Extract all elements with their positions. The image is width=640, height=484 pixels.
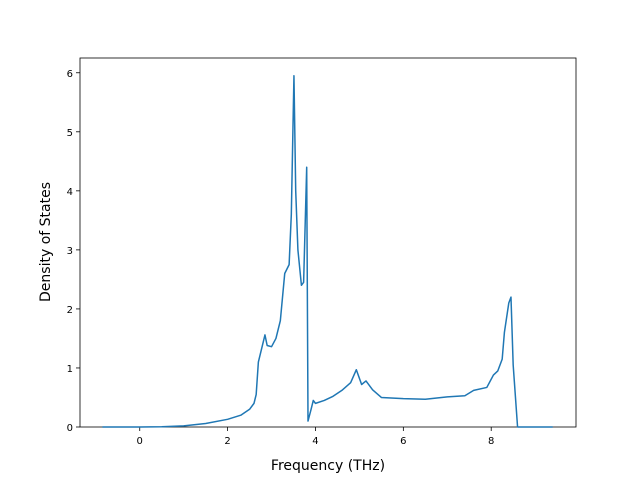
line-series [102,74,553,428]
y-tick-label: 3 [67,246,73,257]
y-tick-label: 2 [67,305,73,316]
x-tick-label: 8 [488,436,494,447]
y-tick-label: 6 [67,69,73,80]
x-tick-label: 6 [400,436,406,447]
y-tick-label: 4 [67,187,73,198]
y-tick-label: 1 [67,364,73,375]
x-axis-label: Frequency (THz) [271,458,385,474]
x-tick-label: 2 [224,436,230,447]
y-tick-label: 0 [67,423,73,434]
y-tick-label: 5 [67,128,73,139]
x-tick-label: 0 [137,436,143,447]
plot-frame [79,57,577,428]
y-axis-label: Density of States [38,182,54,302]
x-tick-label: 4 [312,436,318,447]
